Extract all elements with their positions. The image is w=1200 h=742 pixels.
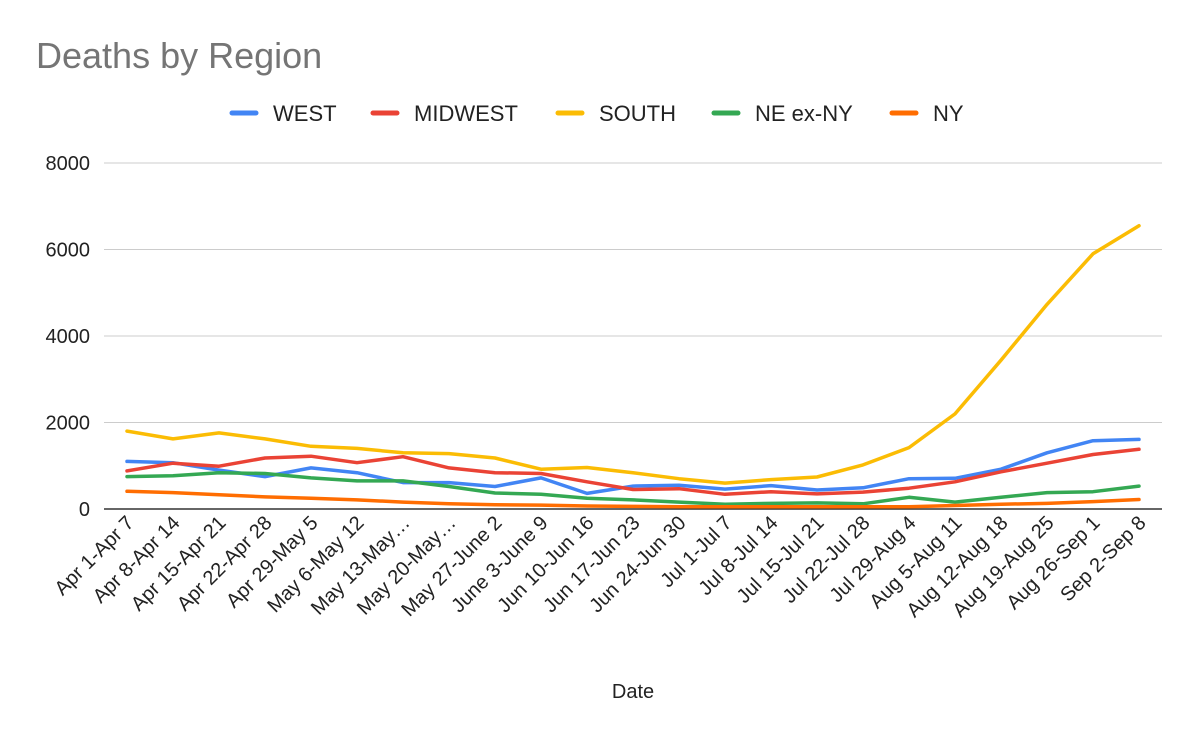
series-lines <box>125 223 1141 509</box>
series-line-ny <box>125 489 1141 509</box>
y-tick-label: 8000 <box>46 153 91 175</box>
series-line-west <box>125 437 1141 496</box>
y-tick-label: 2000 <box>46 413 91 435</box>
gridlines <box>104 162 1162 510</box>
x-axis-label: Date <box>612 681 654 703</box>
series-line-ne-ex-ny <box>125 470 1141 506</box>
legend-label: NE ex-NY <box>755 101 853 126</box>
series-line-midwest <box>125 447 1141 497</box>
chart-title: Deaths by Region <box>36 35 322 76</box>
legend: WEST MIDWEST SOUTH NE ex-NY NY <box>229 101 964 126</box>
legend-label: WEST <box>273 101 337 126</box>
legend-label: MIDWEST <box>414 101 518 126</box>
legend-label: NY <box>933 101 964 126</box>
y-axis-ticks: 0 2000 4000 6000 8000 <box>46 153 91 521</box>
y-tick-label: 6000 <box>46 240 91 262</box>
y-tick-label: 0 <box>79 499 90 521</box>
series-line-south <box>125 223 1141 485</box>
legend-label: SOUTH <box>599 101 676 126</box>
y-tick-label: 4000 <box>46 326 91 348</box>
